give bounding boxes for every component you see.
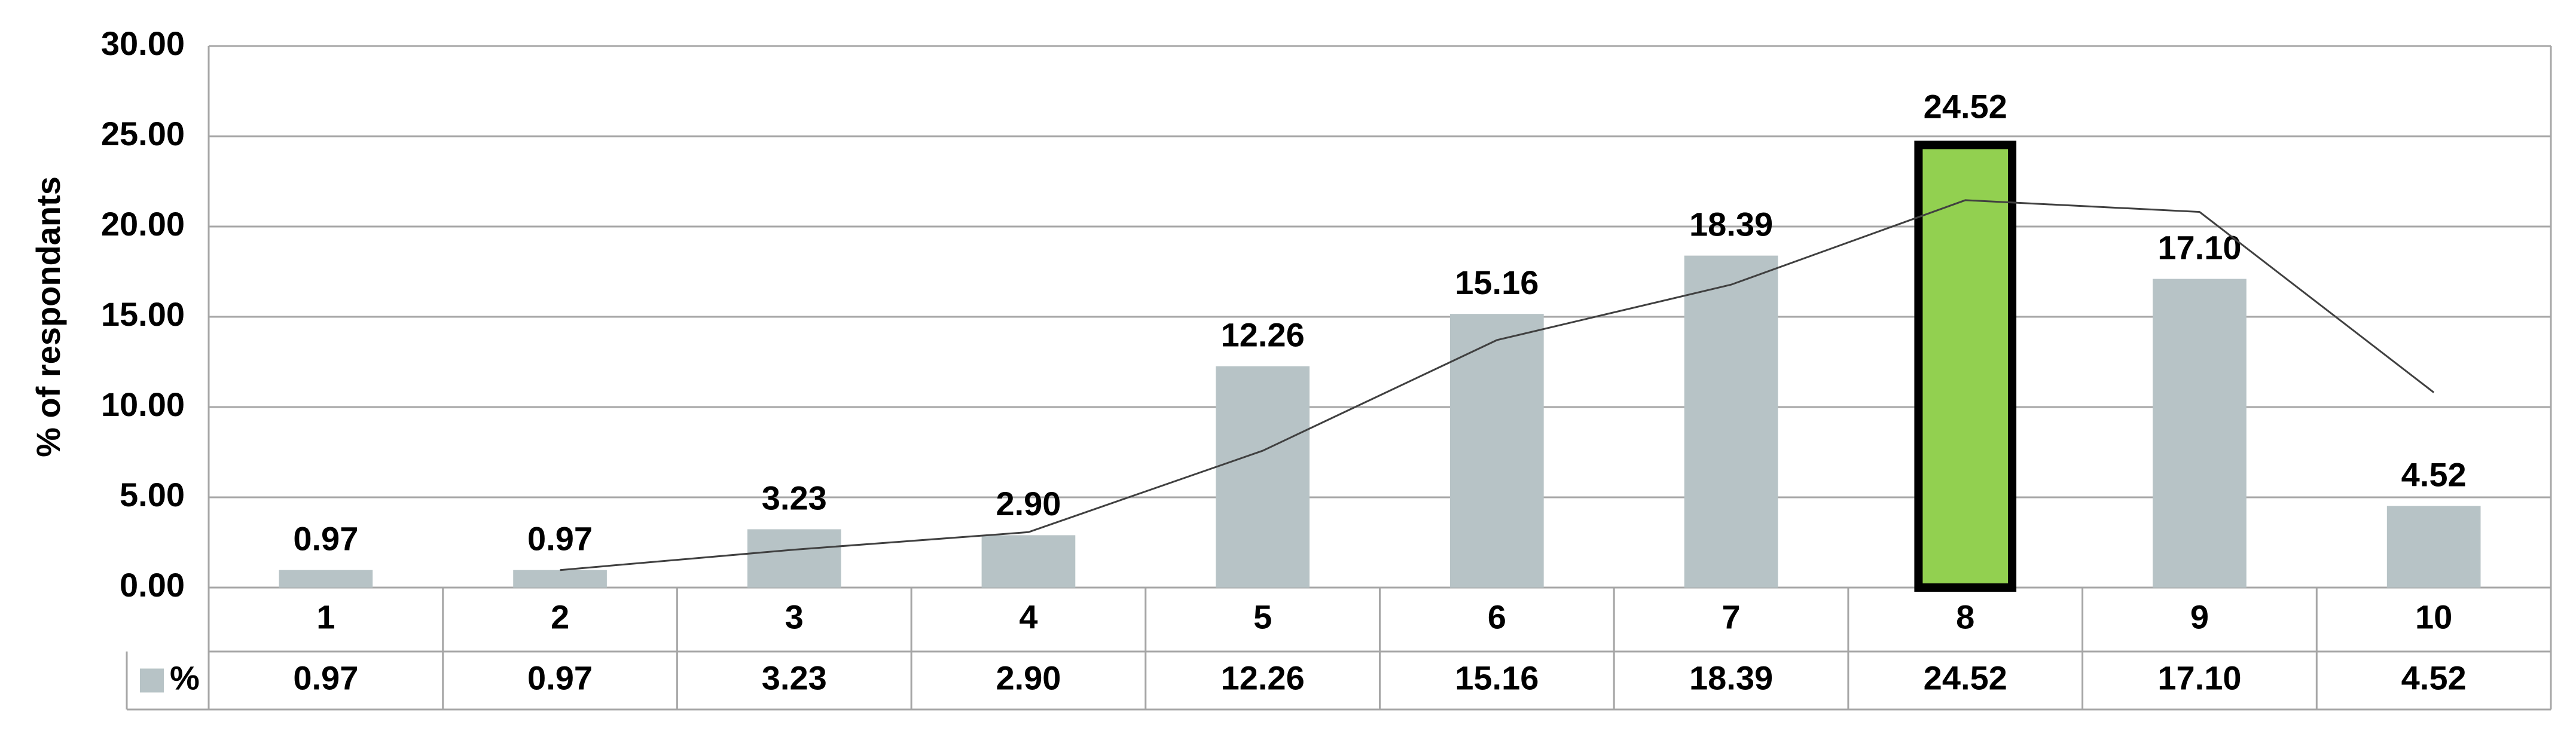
trend-line (560, 199, 2435, 571)
bar (1450, 314, 1544, 588)
x-tick-label: 9 (2190, 598, 2209, 635)
table-value: 17.10 (2157, 659, 2241, 696)
bar (2153, 279, 2247, 588)
table-value: 4.52 (2401, 659, 2467, 696)
table-value: 3.23 (762, 659, 827, 696)
data-label: 4.52 (2401, 455, 2467, 493)
data-label: 17.10 (2157, 228, 2241, 266)
y-tick-label: 0.00 (120, 566, 185, 604)
bar (513, 570, 607, 588)
bar (981, 535, 1076, 588)
data-label: 0.97 (293, 520, 358, 558)
table-value: 2.90 (996, 659, 1061, 696)
y-tick-label: 5.00 (120, 476, 185, 513)
table-value: 24.52 (1924, 659, 2007, 696)
table-value: 0.97 (527, 659, 593, 696)
data-label: 0.97 (527, 520, 593, 558)
bar (1914, 140, 2017, 592)
legend-swatch (140, 668, 164, 693)
x-tick-label: 8 (1956, 598, 1974, 635)
data-label: 12.26 (1221, 316, 1305, 354)
x-tick-label: 1 (316, 598, 335, 635)
bar (1216, 366, 1310, 588)
table-value: 18.39 (1689, 659, 1773, 696)
legend-label: % (170, 659, 200, 696)
x-tick-label: 2 (551, 598, 569, 635)
data-label: 15.16 (1455, 264, 1539, 301)
y-axis-label: % of respondants (29, 176, 67, 457)
data-label: 3.23 (762, 479, 827, 516)
data-label: 24.52 (1924, 87, 2007, 125)
x-tick-label: 5 (1253, 598, 1272, 635)
x-tick-label: 3 (785, 598, 804, 635)
x-tick-label: 4 (1019, 598, 1037, 635)
bar (2386, 506, 2481, 588)
x-tick-label: 7 (1722, 598, 1740, 635)
data-label: 2.90 (996, 485, 1061, 522)
bar (1684, 255, 1778, 588)
table-value: 12.26 (1221, 659, 1305, 696)
data-label: 18.39 (1689, 205, 1773, 243)
table-value: 0.97 (293, 659, 358, 696)
y-tick-label: 30.00 (101, 25, 185, 62)
y-tick-label: 15.00 (101, 295, 185, 333)
bar (747, 529, 841, 588)
table-value: 15.16 (1455, 659, 1539, 696)
y-tick-label: 25.00 (101, 115, 185, 152)
y-tick-label: 10.00 (101, 386, 185, 423)
x-tick-label: 10 (2415, 598, 2452, 635)
bar (279, 570, 373, 588)
y-tick-label: 20.00 (101, 205, 185, 243)
x-tick-label: 6 (1488, 598, 1506, 635)
